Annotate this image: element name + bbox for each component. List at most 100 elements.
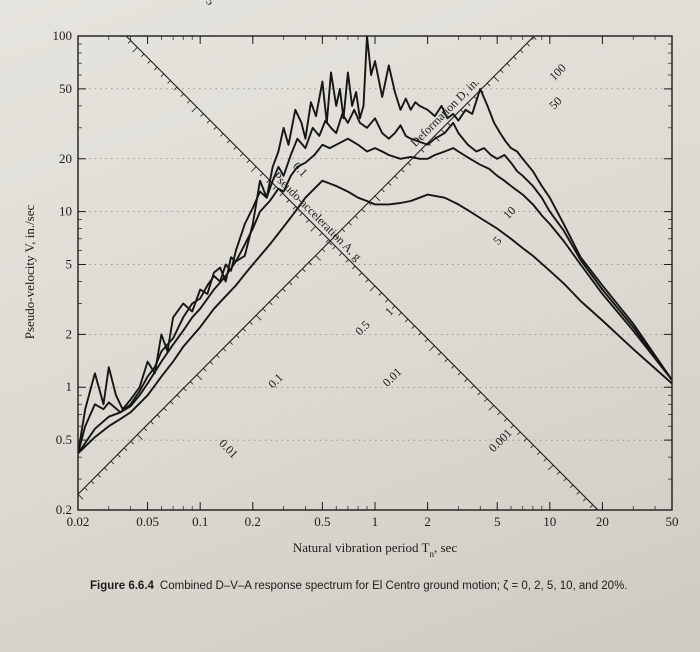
y-tick-label: 10 (59, 204, 72, 219)
deformation-axis-tick (183, 387, 187, 392)
deformation-axis-tick (540, 30, 543, 33)
acceleration-axis-tick (338, 252, 343, 256)
deformation-axis-tick (407, 162, 412, 166)
acceleration-axis-tick (213, 126, 217, 130)
acceleration-axis-tick (180, 93, 184, 97)
y-tick-label: 5 (66, 256, 73, 271)
x-tick-label: 0.02 (67, 514, 90, 529)
spectrum-curve (78, 179, 672, 455)
acceleration-axis-tick (286, 199, 290, 203)
y-tick-label: 0.5 (56, 432, 72, 447)
deformation-axis-tick (348, 222, 352, 226)
figure-number: Figure 6.6.4 (90, 580, 154, 592)
acceleration-axis-tick (345, 259, 349, 263)
deformation-axis-tick (262, 308, 266, 312)
y-tick-label: 2 (66, 326, 73, 341)
deformation-axis-tick (156, 414, 161, 418)
acceleration-axis-tick (563, 478, 567, 482)
acceleration-axis-tick (154, 66, 158, 71)
deformation-value-label: 0.5 (352, 318, 373, 339)
deformation-axis-tick (150, 421, 154, 425)
acceleration-axis-tick (649, 565, 652, 568)
acceleration-axis-tick (556, 471, 561, 475)
deformation-axis-tick (420, 149, 425, 153)
acceleration-axis-tick (530, 444, 534, 449)
acceleration-axis-tick (187, 100, 191, 104)
deformation-axis-tick (130, 440, 134, 445)
acceleration-axis-tick (656, 571, 659, 574)
acceleration-axis-tick (259, 173, 264, 177)
deformation-axis-tick (269, 301, 273, 306)
acceleration-axis-tick (95, 8, 98, 11)
acceleration-value-label: 0.1 (290, 159, 311, 180)
acceleration-axis-tick (266, 179, 270, 184)
deformation-axis-tick (315, 255, 321, 261)
acceleration-axis-tick (102, 14, 105, 17)
deformation-axis-tick (440, 129, 445, 133)
acceleration-axis-tick (569, 484, 574, 489)
acceleration-axis-tick (299, 212, 303, 217)
x-tick-label: 5 (494, 514, 501, 529)
deformation-axis-tick (560, 10, 563, 13)
deformation-axis-tick (308, 261, 313, 266)
acceleration-axis-tick (488, 405, 495, 411)
acceleration-axis-tick (398, 312, 402, 316)
figure-caption: Figure 6.6.4 Combined D–V–A response spec… (90, 579, 650, 594)
acceleration-axis-tick (385, 299, 389, 303)
acceleration-axis-tick (444, 358, 448, 363)
acceleration-value-label: 5 (203, 0, 217, 8)
acceleration-axis-title: Pseudo-acceleration A, g (270, 169, 364, 264)
spectrum-curve (78, 137, 672, 454)
deformation-axis-tick (526, 43, 530, 47)
deformation-axis-tick (90, 480, 95, 485)
deformation-axis-tick (553, 17, 558, 22)
deformation-value-label: 0.001 (486, 426, 515, 455)
deformation-axis-tick (203, 368, 207, 372)
deformation-axis-tick (216, 354, 220, 359)
deformation-axis-tick (547, 23, 550, 26)
deformation-axis-tick (117, 454, 121, 458)
deformation-value-label: 100 (546, 61, 569, 84)
acceleration-axis-tick (497, 411, 501, 416)
acceleration-axis-tick (457, 371, 462, 376)
deformation-axis-tick (401, 169, 405, 173)
x-tick-label: 0.1 (192, 514, 208, 529)
acceleration-axis-tick (191, 106, 198, 113)
x-tick-label: 0.2 (245, 514, 261, 529)
acceleration-axis-tick (226, 139, 231, 144)
deformation-axis-tick (249, 321, 253, 325)
deformation-axis-tick (163, 407, 167, 412)
acceleration-axis-tick (484, 398, 488, 402)
acceleration-axis-tick (233, 146, 237, 150)
deformation-axis-tick (381, 188, 385, 193)
deformation-axis-tick (196, 374, 203, 381)
acceleration-axis-tick (167, 80, 171, 84)
acceleration-axis-tick (411, 325, 415, 329)
acceleration-axis-tick (160, 73, 165, 77)
acceleration-axis-tick (365, 279, 369, 283)
deformation-axis-tick (467, 102, 471, 107)
deformation-axis-tick (566, 4, 569, 7)
deformation-axis-tick (519, 49, 524, 54)
deformation-axis-tick (328, 242, 332, 246)
deformation-axis-tick (354, 215, 359, 219)
y-tick-label: 20 (59, 151, 72, 166)
acceleration-axis-tick (220, 133, 224, 137)
deformation-axis-tick (97, 474, 101, 478)
acceleration-axis-tick (643, 558, 646, 561)
x-tick-label: 1 (372, 514, 379, 529)
deformation-axis-tick (486, 82, 491, 87)
acceleration-axis-tick (517, 431, 521, 436)
acceleration-axis-tick (200, 113, 204, 117)
deformation-axis-line (78, 36, 535, 495)
y-axis-title: Pseudo-velocity V, in./sec (22, 204, 37, 339)
x-axis-title: Natural vibration period Tn, sec (293, 540, 457, 559)
acceleration-axis-tick (127, 40, 132, 44)
deformation-axis-tick (137, 434, 143, 440)
acceleration-axis-tick (115, 27, 118, 30)
acceleration-axis-tick (88, 1, 91, 4)
acceleration-axis-tick (523, 438, 528, 442)
acceleration-axis-tick (132, 47, 138, 53)
y-tick-label: 100 (53, 28, 73, 43)
